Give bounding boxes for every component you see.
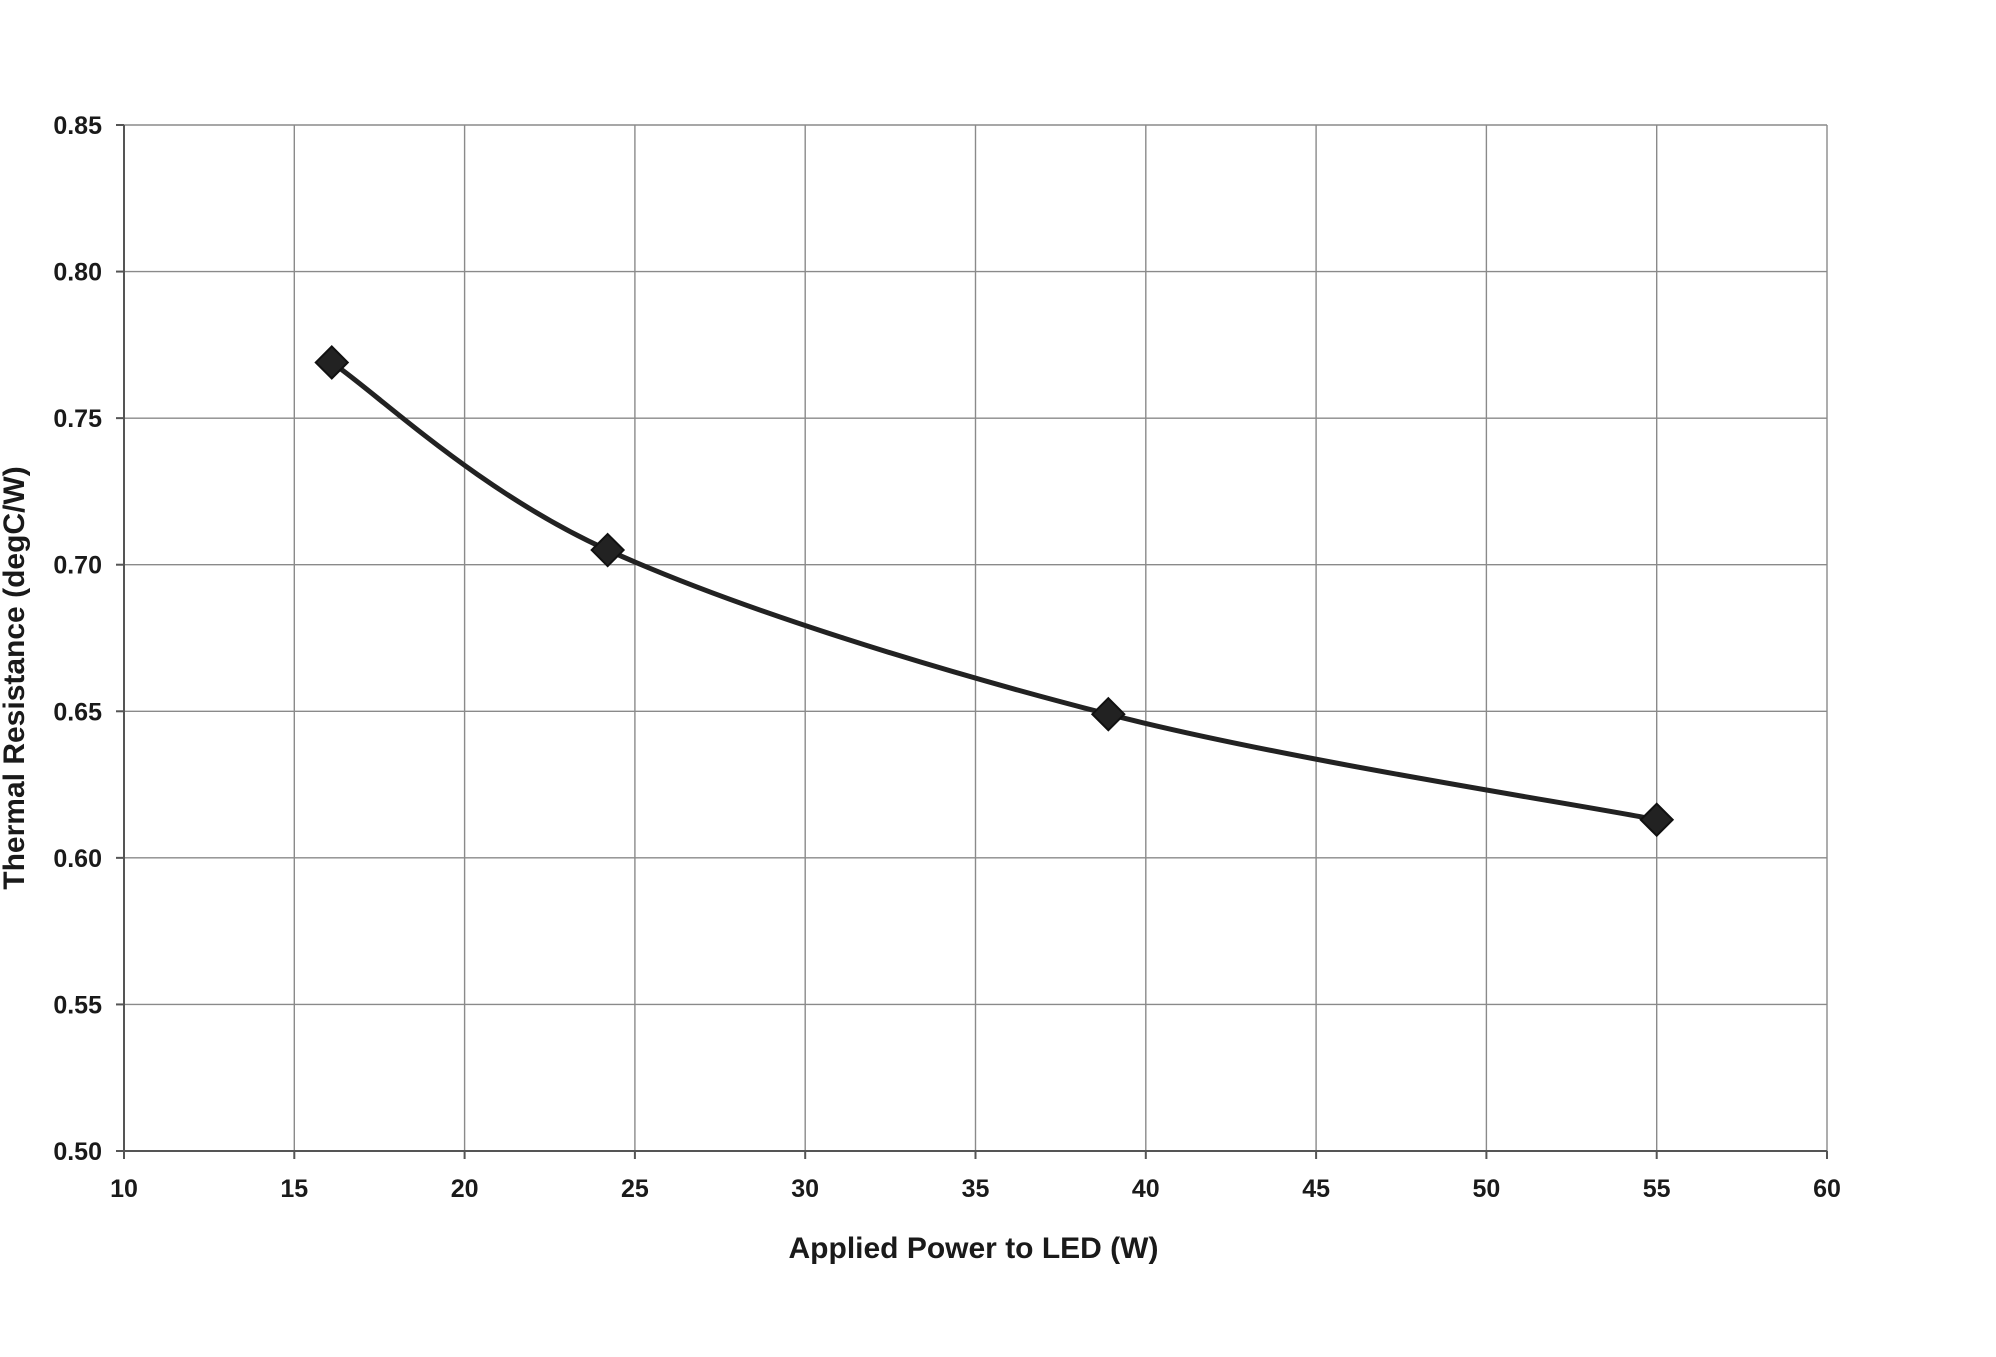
x-tick-label: 50 bbox=[1472, 1175, 1500, 1203]
y-tick-label: 0.70 bbox=[53, 552, 102, 580]
x-tick-label: 40 bbox=[1132, 1175, 1160, 1203]
tick-labels: 10 15 20 25 30 35 40 45 50 55 60 0.50 0.55 0.60 0.65 0.… bbox=[53, 112, 1841, 1203]
y-tick-label: 0.65 bbox=[53, 698, 102, 726]
x-axis-title: Applied Power to LED (W) bbox=[789, 1232, 1159, 1265]
data-point-marker bbox=[1639, 802, 1675, 838]
y-tick-label: 0.50 bbox=[53, 1138, 102, 1166]
x-tick-label: 30 bbox=[791, 1175, 819, 1203]
data-point-marker bbox=[1090, 696, 1126, 732]
x-tick-label: 20 bbox=[451, 1175, 479, 1203]
x-tick-label: 10 bbox=[110, 1175, 138, 1203]
x-tick-label: 35 bbox=[962, 1175, 990, 1203]
x-tick-label: 25 bbox=[621, 1175, 649, 1203]
y-tick-label: 0.60 bbox=[53, 845, 102, 873]
x-tick-label: 55 bbox=[1643, 1175, 1671, 1203]
series-line bbox=[329, 359, 1660, 823]
y-axis-title: Thermal Resistance (degC/W) bbox=[0, 466, 31, 889]
axes bbox=[116, 124, 1828, 1159]
y-tick-label: 0.75 bbox=[53, 405, 102, 433]
y-tick-label: 0.85 bbox=[53, 112, 102, 140]
x-tick-label: 15 bbox=[280, 1175, 308, 1203]
data-point-marker bbox=[590, 532, 626, 568]
x-tick-label: 45 bbox=[1302, 1175, 1330, 1203]
data-point-marker bbox=[314, 345, 350, 380]
y-tick-label: 0.80 bbox=[53, 259, 102, 287]
y-tick-label: 0.55 bbox=[53, 991, 102, 1019]
series-layer bbox=[314, 345, 1675, 838]
x-tick-label: 60 bbox=[1813, 1175, 1841, 1203]
